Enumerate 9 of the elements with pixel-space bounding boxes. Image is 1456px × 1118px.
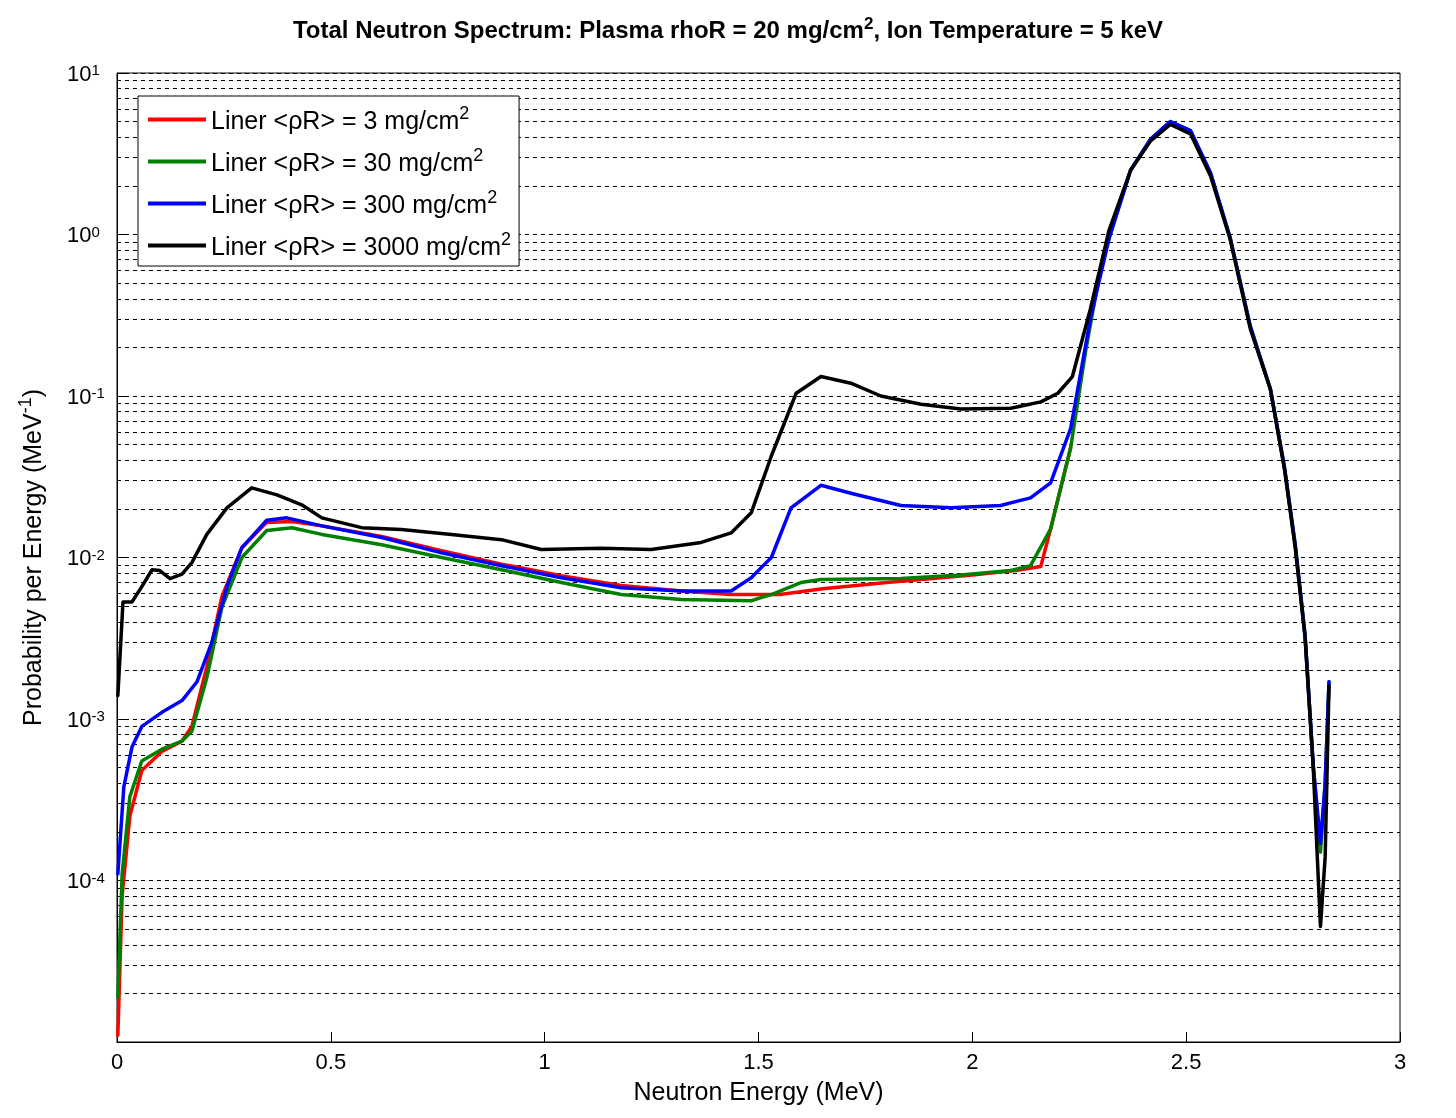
x-tick-label: 2.5 <box>1170 1048 1202 1074</box>
x-tick-label: 1.5 <box>743 1048 774 1074</box>
x-tick-label: 3 <box>1393 1048 1407 1074</box>
x-tick-label: 0.5 <box>315 1048 347 1074</box>
x-axis-title: Neutron Energy (MeV) <box>633 1076 884 1105</box>
x-tick-label: 2 <box>966 1048 979 1074</box>
x-tick-label: 1 <box>538 1048 551 1074</box>
x-tick-label: 0 <box>110 1048 124 1074</box>
y-axis-title: Probability per Energy (MeV-1) <box>15 389 46 726</box>
